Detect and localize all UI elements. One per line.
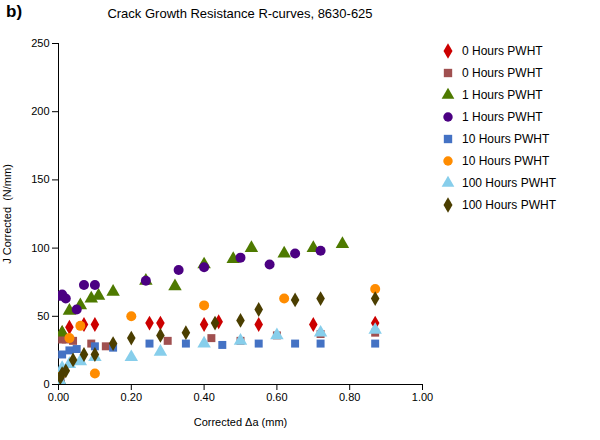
- svg-text:250: 250: [31, 37, 49, 49]
- svg-text:200: 200: [31, 105, 49, 117]
- svg-text:100: 100: [31, 242, 49, 254]
- html-text:10 Hours PWHT: 10 Hours PWHT: [462, 132, 550, 146]
- html-text:100 Hours PWHT: 100 Hours PWHT: [462, 176, 556, 190]
- svg-text:0.20: 0.20: [121, 391, 142, 403]
- svg-text:0.80: 0.80: [339, 391, 360, 403]
- svg-text:0.60: 0.60: [266, 391, 287, 403]
- html-text:0 Hours PWHT: 0 Hours PWHT: [462, 66, 543, 80]
- html-text:100 Hours PWHT: 100 Hours PWHT: [462, 198, 556, 212]
- html-text:b): b): [6, 2, 22, 21]
- html-text:1 Hours PWHT: 1 Hours PWHT: [462, 88, 543, 102]
- svg-text:Corrected Δa (mm): Corrected Δa (mm): [194, 416, 288, 428]
- svg-text:0: 0: [43, 378, 49, 390]
- svg-text:0.00: 0.00: [48, 391, 69, 403]
- html-text:Crack Growth Resistance R-curv: Crack Growth Resistance R-curves, 8630-6…: [107, 6, 373, 21]
- svg-text:150: 150: [31, 173, 49, 185]
- svg-text:J Corrected (N/mm): J Corrected (N/mm): [1, 164, 13, 264]
- html-text:0 Hours PWHT: 0 Hours PWHT: [462, 44, 543, 58]
- svg-text:0.40: 0.40: [193, 391, 214, 403]
- svg-text:50: 50: [37, 310, 49, 322]
- html-text:10 Hours PWHT: 10 Hours PWHT: [462, 154, 550, 168]
- svg-text:1.00: 1.00: [412, 391, 433, 403]
- html-text:1 Hours PWHT: 1 Hours PWHT: [462, 110, 543, 124]
